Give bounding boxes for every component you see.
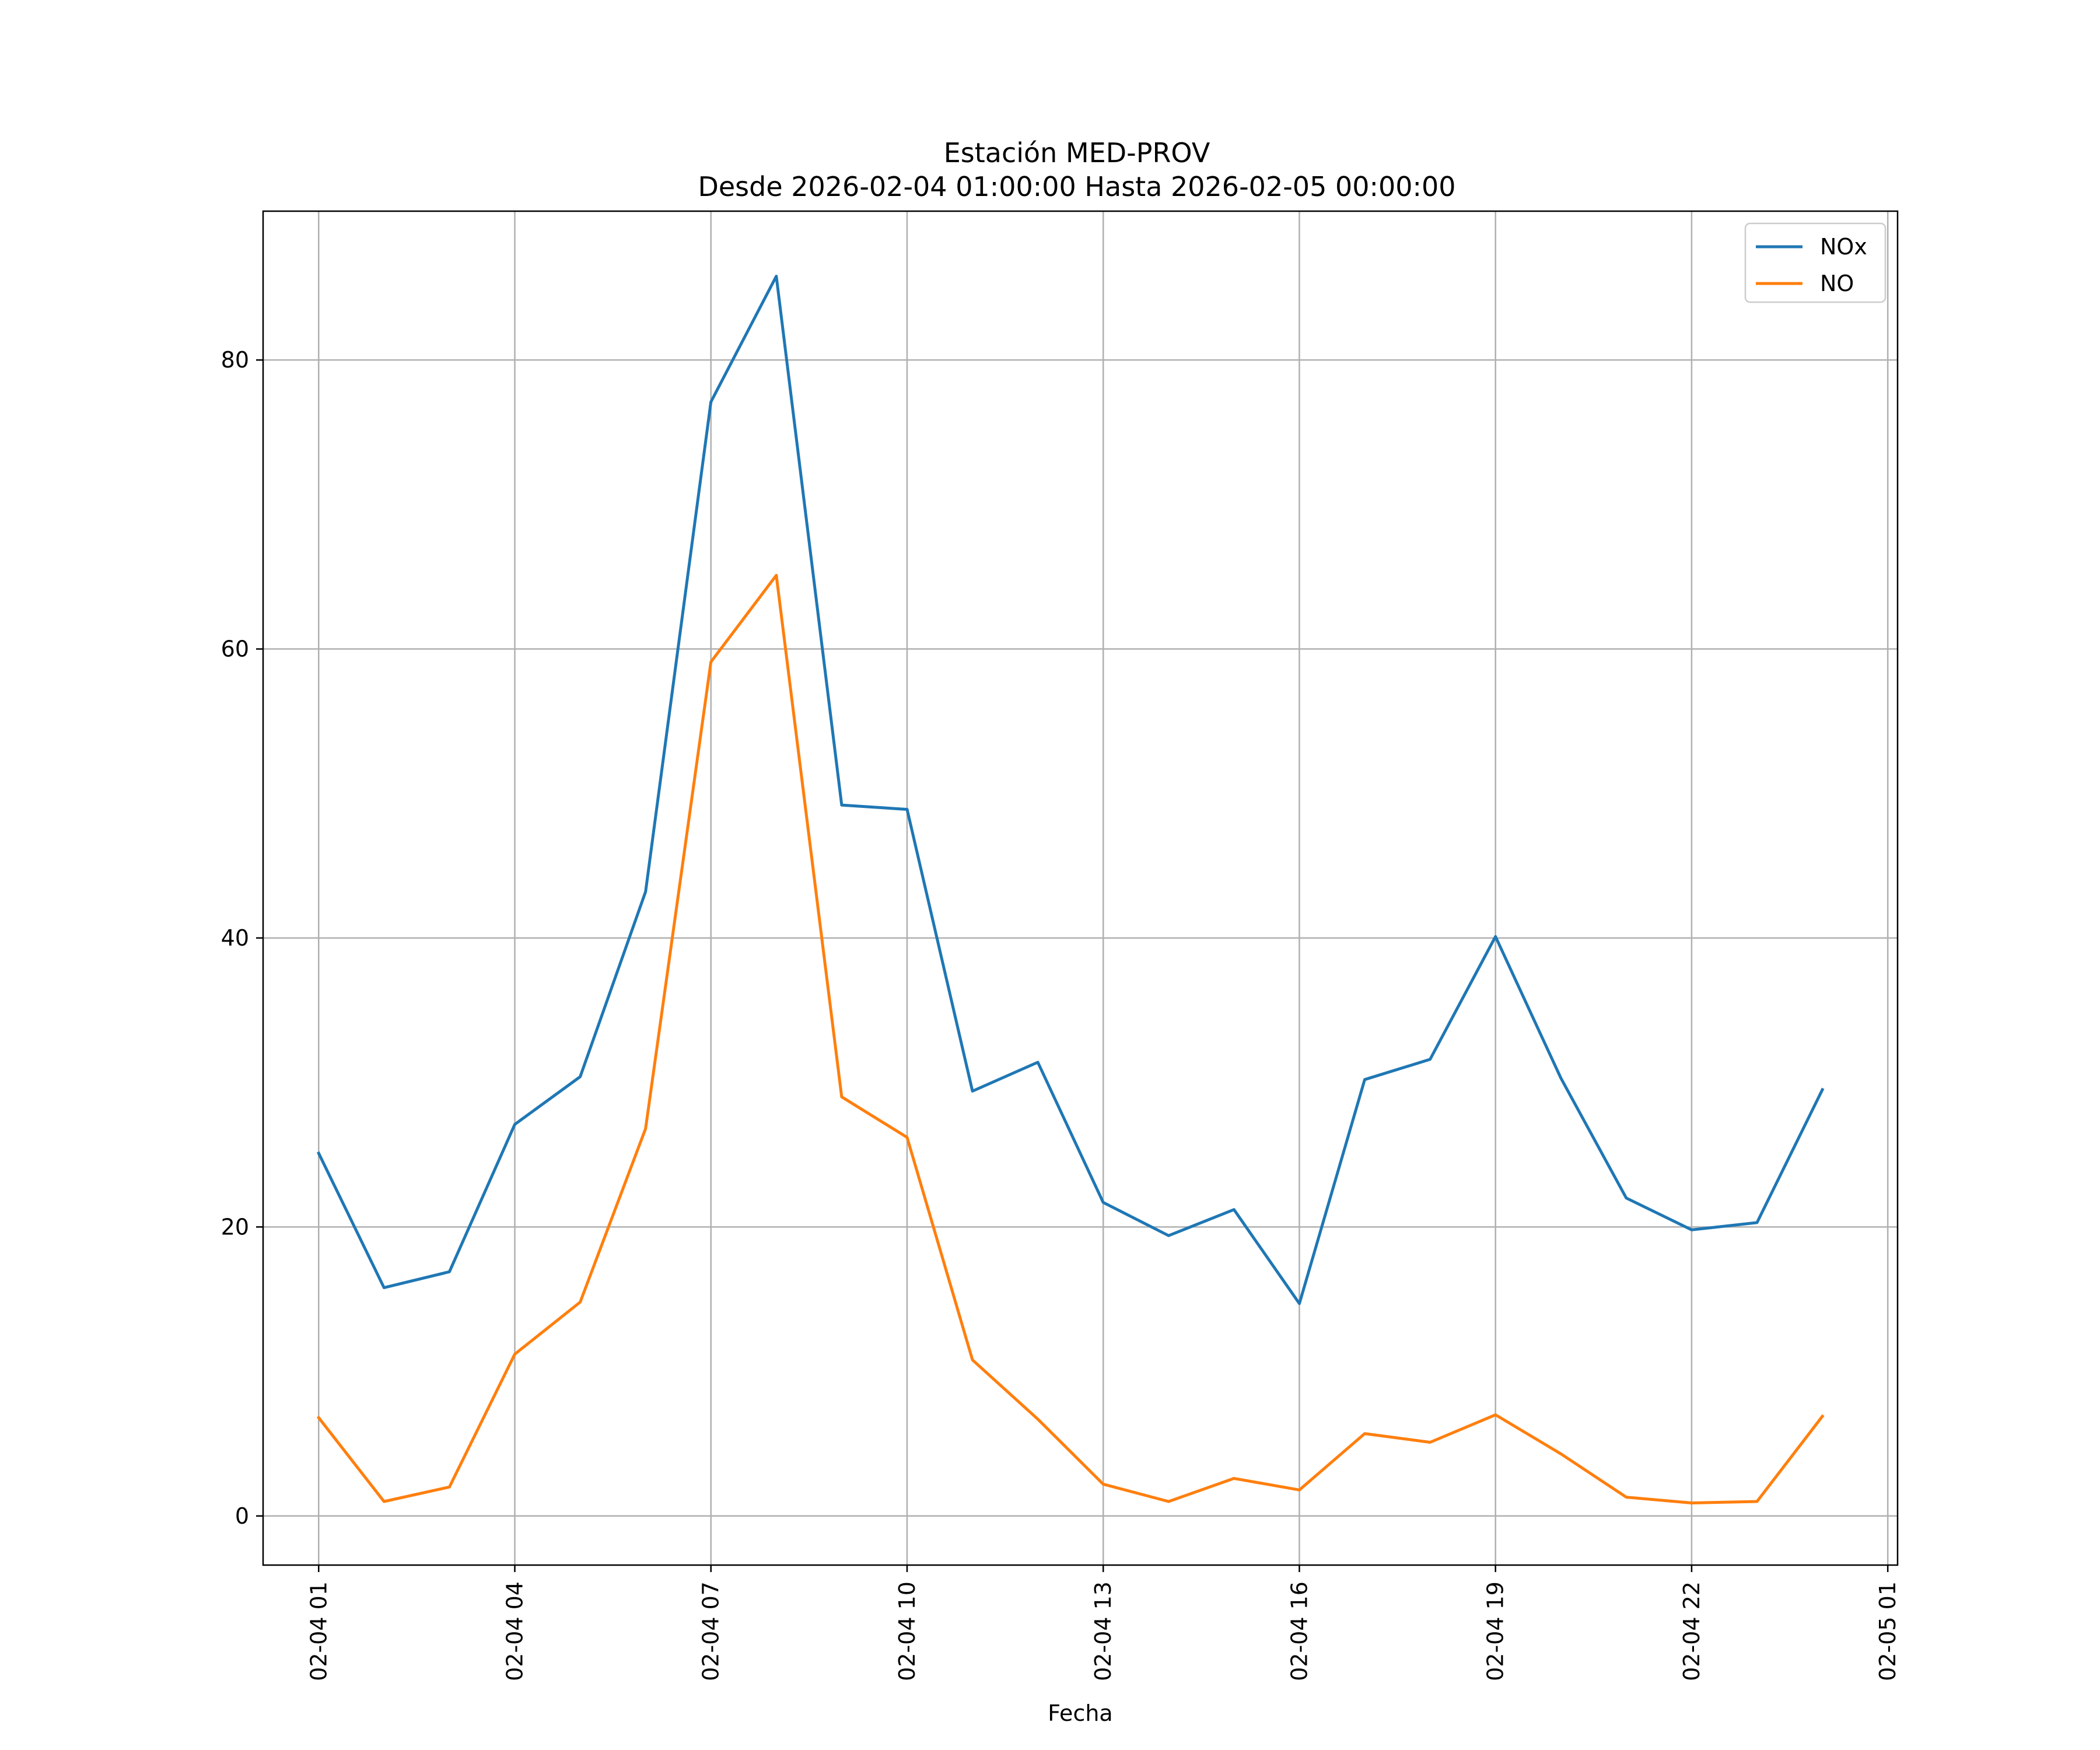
x-tick-label: 02-04 22: [1679, 1581, 1704, 1681]
x-tick-label: 02-04 13: [1090, 1581, 1116, 1681]
plot-frame: [262, 210, 1899, 1566]
series-line-nox: [316, 275, 1825, 1306]
y-tick-label: 0: [235, 1503, 249, 1529]
x-axis-label: Fecha: [1048, 1700, 1112, 1726]
y-tick-label: 40: [221, 925, 249, 951]
x-tick-label: 02-04 19: [1483, 1581, 1508, 1681]
x-tick-label: 02-04 01: [306, 1581, 331, 1681]
y-tick-label: 60: [221, 636, 249, 662]
x-tick-label: 02-04 07: [698, 1581, 724, 1681]
chart-title: Estación MED-PROV: [944, 137, 1210, 169]
legend: NOx NO: [1744, 222, 1887, 303]
chart-subtitle: Desde 2026-02-04 01:00:00 Hasta 2026-02-…: [698, 171, 1455, 202]
y-tick-label: 20: [221, 1214, 249, 1240]
legend-label-no: NO: [1820, 271, 1854, 296]
y-tick-label: 80: [221, 347, 249, 373]
series-line-no: [316, 573, 1825, 1504]
legend-label-nox: NOx: [1820, 234, 1867, 260]
series-lines: [316, 275, 1825, 1504]
x-tick-label: 02-04 10: [894, 1581, 920, 1681]
grid: [263, 211, 1898, 1565]
x-tick-label: 02-04 04: [502, 1581, 528, 1681]
x-tick-label: 02-05 01: [1875, 1581, 1901, 1681]
axis-ticks: 0 20 40 60 80 02-04 01 02-04 04 02-04 07 02-04 1…: [221, 347, 1901, 1681]
x-tick-label: 02-04 16: [1286, 1581, 1312, 1681]
